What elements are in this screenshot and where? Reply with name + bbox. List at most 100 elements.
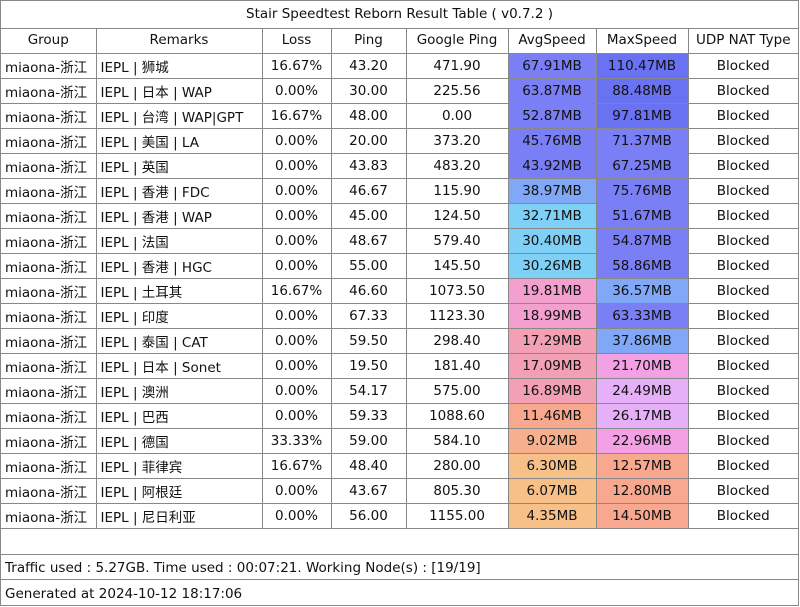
ping-cell: 43.67 bbox=[330, 477, 407, 504]
loss-cell: 0.00% bbox=[261, 302, 332, 329]
udp-nat-type-cell: Blocked bbox=[687, 127, 798, 154]
loss-cell: 0.00% bbox=[261, 77, 332, 104]
group-cell: miaona-浙江 bbox=[1, 202, 97, 229]
avg-speed-cell: 32.71MB bbox=[507, 202, 597, 229]
udp-nat-type-cell: Blocked bbox=[687, 202, 798, 229]
remarks-cell: IEPL | 巴西 bbox=[95, 402, 263, 429]
group-cell: miaona-浙江 bbox=[1, 402, 97, 429]
avg-speed-cell: 63.87MB bbox=[507, 77, 597, 104]
group-cell: miaona-浙江 bbox=[1, 152, 97, 179]
max-speed-cell: 75.76MB bbox=[595, 177, 689, 204]
google-ping-cell: 298.40 bbox=[405, 327, 509, 354]
max-speed-cell: 54.87MB bbox=[595, 227, 689, 254]
remarks-cell: IEPL | 英国 bbox=[95, 152, 263, 179]
google-ping-cell: 145.50 bbox=[405, 252, 509, 279]
loss-cell: 0.00% bbox=[261, 402, 332, 429]
max-speed-cell: 37.86MB bbox=[595, 327, 689, 354]
max-speed-cell: 110.47MB bbox=[595, 52, 689, 79]
ping-cell: 56.00 bbox=[330, 502, 407, 529]
loss-cell: 0.00% bbox=[261, 252, 332, 279]
avg-speed-cell: 11.46MB bbox=[507, 402, 597, 429]
header-row: Group Remarks Loss Ping Google Ping AvgS… bbox=[1, 28, 798, 54]
ping-cell: 59.00 bbox=[330, 427, 407, 454]
group-cell: miaona-浙江 bbox=[1, 502, 97, 529]
remarks-cell: IEPL | 泰国 | CAT bbox=[95, 327, 263, 354]
ping-cell: 43.20 bbox=[330, 52, 407, 79]
ping-cell: 55.00 bbox=[330, 252, 407, 279]
google-ping-cell: 1123.30 bbox=[405, 302, 509, 329]
max-speed-cell: 21.70MB bbox=[595, 352, 689, 379]
group-cell: miaona-浙江 bbox=[1, 102, 97, 129]
avg-speed-cell: 18.99MB bbox=[507, 302, 597, 329]
max-speed-cell: 63.33MB bbox=[595, 302, 689, 329]
max-speed-cell: 26.17MB bbox=[595, 402, 689, 429]
avg-speed-cell: 19.81MB bbox=[507, 277, 597, 304]
group-cell: miaona-浙江 bbox=[1, 127, 97, 154]
udp-nat-type-cell: Blocked bbox=[687, 327, 798, 354]
ping-cell: 30.00 bbox=[330, 77, 407, 104]
group-cell: miaona-浙江 bbox=[1, 302, 97, 329]
max-speed-cell: 12.80MB bbox=[595, 477, 689, 504]
google-ping-cell: 115.90 bbox=[405, 177, 509, 204]
header-remarks: Remarks bbox=[95, 28, 263, 54]
table-row: miaona-浙江 IEPL | 澳洲 0.00% 54.17 575.00 16.89M… bbox=[1, 377, 798, 404]
loss-cell: 0.00% bbox=[261, 502, 332, 529]
ping-cell: 59.50 bbox=[330, 327, 407, 354]
udp-nat-type-cell: Blocked bbox=[687, 77, 798, 104]
group-cell: miaona-浙江 bbox=[1, 77, 97, 104]
avg-speed-cell: 30.40MB bbox=[507, 227, 597, 254]
table-row: miaona-浙江 IEPL | 印度 0.00% 67.33 1123.30 18.99… bbox=[1, 302, 798, 329]
header-avg-speed: AvgSpeed bbox=[507, 28, 597, 54]
header-max-speed: MaxSpeed bbox=[595, 28, 689, 54]
loss-cell: 0.00% bbox=[261, 152, 332, 179]
group-cell: miaona-浙江 bbox=[1, 252, 97, 279]
table-row: miaona-浙江 IEPL | 尼日利亚 0.00% 56.00 1155.00 4.3… bbox=[1, 502, 798, 529]
udp-nat-type-cell: Blocked bbox=[687, 102, 798, 129]
ping-cell: 67.33 bbox=[330, 302, 407, 329]
avg-speed-cell: 4.35MB bbox=[507, 502, 597, 529]
table-row: miaona-浙江 IEPL | 日本 | WAP 0.00% 30.00 225.56… bbox=[1, 77, 798, 104]
max-speed-cell: 88.48MB bbox=[595, 77, 689, 104]
max-speed-cell: 51.67MB bbox=[595, 202, 689, 229]
ping-cell: 48.67 bbox=[330, 227, 407, 254]
traffic-summary: Traffic used : 5.27GB. Time used : 00:07… bbox=[1, 554, 798, 580]
generated-timestamp: Generated at 2024-10-12 18:17:06 bbox=[5, 586, 243, 602]
remarks-cell: IEPL | 澳洲 bbox=[95, 377, 263, 404]
remarks-cell: IEPL | 香港 | HGC bbox=[95, 252, 263, 279]
table-row: miaona-浙江 IEPL | 泰国 | CAT 0.00% 59.50 298.40… bbox=[1, 327, 798, 354]
loss-cell: 0.00% bbox=[261, 177, 332, 204]
group-cell: miaona-浙江 bbox=[1, 377, 97, 404]
avg-speed-cell: 43.92MB bbox=[507, 152, 597, 179]
loss-cell: 0.00% bbox=[261, 352, 332, 379]
ping-cell: 54.17 bbox=[330, 377, 407, 404]
udp-nat-type-cell: Blocked bbox=[687, 52, 798, 79]
google-ping-cell: 579.40 bbox=[405, 227, 509, 254]
table-row: miaona-浙江 IEPL | 台湾 | WAP|GPT 16.67% 48.00 0… bbox=[1, 102, 798, 129]
group-cell: miaona-浙江 bbox=[1, 177, 97, 204]
max-speed-cell: 58.86MB bbox=[595, 252, 689, 279]
group-cell: miaona-浙江 bbox=[1, 427, 97, 454]
udp-nat-type-cell: Blocked bbox=[687, 352, 798, 379]
max-speed-cell: 97.81MB bbox=[595, 102, 689, 129]
group-cell: miaona-浙江 bbox=[1, 277, 97, 304]
google-ping-cell: 1155.00 bbox=[405, 502, 509, 529]
header-loss: Loss bbox=[261, 28, 332, 54]
udp-nat-type-cell: Blocked bbox=[687, 177, 798, 204]
table-row: miaona-浙江 IEPL | 土耳其 16.67% 46.60 1073.50 19.… bbox=[1, 277, 798, 304]
ping-cell: 46.67 bbox=[330, 177, 407, 204]
avg-speed-cell: 67.91MB bbox=[507, 52, 597, 79]
avg-speed-cell: 17.29MB bbox=[507, 327, 597, 354]
loss-cell: 0.00% bbox=[261, 227, 332, 254]
google-ping-cell: 1088.60 bbox=[405, 402, 509, 429]
speedtest-table: Group Remarks Loss Ping Google Ping AvgS… bbox=[1, 28, 798, 529]
header-udp-nat-type: UDP NAT Type bbox=[687, 28, 798, 54]
remarks-cell: IEPL | 法国 bbox=[95, 227, 263, 254]
table-row: miaona-浙江 IEPL | 英国 0.00% 43.83 483.20 43.92M… bbox=[1, 152, 798, 179]
google-ping-cell: 124.50 bbox=[405, 202, 509, 229]
table-row: miaona-浙江 IEPL | 美国 | LA 0.00% 20.00 373.20 4… bbox=[1, 127, 798, 154]
remarks-cell: IEPL | 狮城 bbox=[95, 52, 263, 79]
avg-speed-cell: 45.76MB bbox=[507, 127, 597, 154]
remarks-cell: IEPL | 阿根廷 bbox=[95, 477, 263, 504]
max-speed-cell: 36.57MB bbox=[595, 277, 689, 304]
google-ping-cell: 1073.50 bbox=[405, 277, 509, 304]
